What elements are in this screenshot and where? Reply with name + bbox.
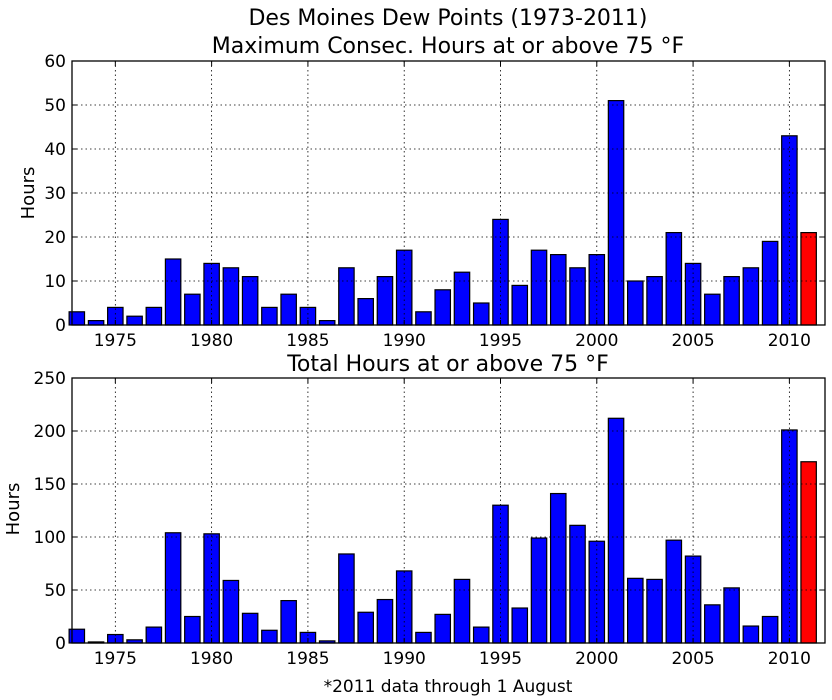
bar-2008 [742, 625, 760, 644]
bar-1991 [415, 631, 432, 644]
y-tick-label: 40 [44, 140, 66, 160]
footnote: *2011 data through 1 August [324, 677, 573, 697]
bar-1993 [453, 271, 471, 326]
y-tick-label: 10 [44, 272, 66, 292]
bar-1994 [472, 626, 490, 644]
bar-1984 [280, 293, 297, 326]
bar-1993 [453, 578, 471, 644]
y-tick-label: 150 [34, 475, 66, 495]
bar-1999 [569, 524, 586, 644]
bar-2001 [607, 417, 625, 644]
bar-1996 [511, 607, 529, 644]
bar-1987 [338, 267, 355, 326]
x-tick-label: 2000 [575, 331, 618, 351]
bar-1981 [222, 267, 240, 326]
bar-2000 [588, 540, 606, 644]
bar-2004 [665, 232, 683, 326]
bar-2009 [761, 615, 779, 644]
bar-1979 [184, 615, 201, 644]
y-tick-label: 30 [44, 184, 66, 204]
bar-1978 [164, 532, 182, 644]
bar-2007 [723, 276, 740, 326]
x-tick-label: 2010 [768, 331, 811, 351]
bar-2007 [723, 587, 740, 644]
bar-2002 [627, 577, 644, 644]
bar-2006 [704, 293, 721, 326]
y-tick-label: 100 [34, 528, 66, 548]
bar-2004 [665, 539, 683, 644]
bar-1979 [184, 293, 201, 326]
bar-1987 [338, 553, 355, 644]
x-tick-label: 1975 [94, 331, 137, 351]
bar-1974 [87, 320, 105, 326]
x-tick-label: 1980 [190, 649, 233, 669]
bar-2001 [607, 99, 625, 326]
x-tick-label: 1990 [383, 649, 426, 669]
y-tick-label: 0 [55, 634, 66, 654]
plot-frame [71, 60, 826, 326]
bar-1999 [569, 267, 586, 326]
y-tick-label: 200 [34, 422, 66, 442]
x-tick-label: 2005 [671, 331, 714, 351]
y-tick-label: 250 [34, 369, 66, 389]
x-tick-label: 1985 [286, 331, 329, 351]
total-hours-chart: 1975 1980 1985 1990 1995 2000 2005 2010 0 50 100 15… [34, 369, 826, 669]
bar-2009 [761, 240, 779, 326]
chart2-title: Total Hours at or above 75 °F [286, 352, 609, 377]
chart1-ylabel: Hours [18, 167, 39, 220]
plot-frame [71, 377, 826, 644]
bar-1991 [415, 311, 432, 326]
bar-2003 [646, 578, 663, 644]
y-tick-label: 60 [44, 52, 66, 72]
chart1-title: Maximum Consec. Hours at or above 75 °F [212, 34, 684, 59]
bar-1977 [145, 626, 163, 644]
bar-2003 [646, 276, 663, 326]
bar-1992 [434, 613, 452, 644]
bar-2006 [704, 604, 721, 644]
bar-1976 [126, 315, 143, 326]
x-tick-label: 1995 [479, 649, 522, 669]
x-tick-label: 1985 [286, 649, 329, 669]
bar-1977 [145, 306, 163, 326]
bar-1998 [549, 492, 567, 644]
max-consecutive-hours-chart: 1975 1980 1985 1990 1995 2000 2005 2010 0 10 20 30 4… [44, 52, 826, 351]
bar-1989 [376, 598, 394, 644]
bar-1984 [280, 599, 297, 644]
x-tick-label: 2000 [575, 649, 618, 669]
chart2-ylabel: Hours [3, 483, 24, 536]
bar-1982 [241, 612, 259, 644]
bar-1983 [261, 306, 278, 326]
bar-1997 [530, 249, 548, 326]
x-tick-label: 1980 [190, 331, 233, 351]
figure-title: Des Moines Dew Points (1973-2011) [248, 6, 647, 31]
y-tick-label: 0 [55, 316, 66, 336]
bar-1983 [261, 629, 278, 644]
bar-1988 [357, 298, 374, 326]
bar-1988 [357, 611, 374, 644]
bar-2008 [742, 267, 760, 326]
bar-1982 [241, 276, 259, 326]
x-tick-label: 1995 [479, 331, 522, 351]
bar-2011 [800, 232, 817, 326]
bar-1978 [164, 258, 182, 326]
bar-1997 [530, 537, 548, 644]
x-tick-label: 2005 [671, 649, 714, 669]
x-tick-label: 2010 [768, 649, 811, 669]
bar-2011 [800, 461, 817, 644]
bar-1996 [511, 284, 529, 326]
bar-1994 [472, 302, 490, 326]
bar-1986 [318, 320, 336, 326]
y-tick-label: 20 [44, 228, 66, 248]
bar-2002 [627, 280, 644, 326]
x-tick-label: 1975 [94, 649, 137, 669]
bar-2010 [781, 135, 798, 326]
bar-1998 [549, 254, 567, 326]
x-tick-label: 1990 [383, 331, 426, 351]
bar-1992 [434, 289, 452, 326]
bar-1989 [376, 276, 394, 326]
y-tick-label: 50 [44, 96, 66, 116]
y-tick-label: 50 [44, 581, 66, 601]
